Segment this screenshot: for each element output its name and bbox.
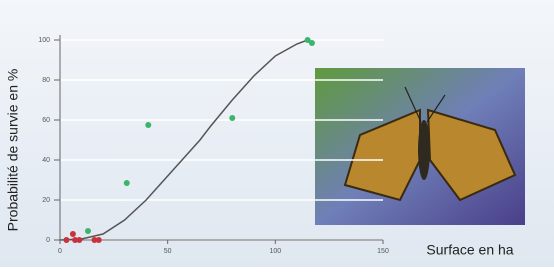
point	[76, 237, 82, 243]
y-tick-label: 100	[38, 37, 50, 44]
point	[145, 122, 151, 128]
point	[124, 180, 130, 186]
x-axis-label: Surface en ha	[426, 242, 513, 258]
chart: Probabilité de survie en % Surface en ha…	[0, 0, 554, 267]
photo	[315, 68, 525, 225]
point	[85, 228, 91, 234]
y-tick-label: 20	[42, 197, 50, 204]
point	[63, 237, 69, 243]
y-tick-label: 80	[42, 77, 50, 84]
page: Probabilité de survie en % Surface en ha…	[0, 0, 554, 272]
x-tick-label: 0	[58, 248, 62, 255]
x-tick-label: 150	[377, 248, 389, 255]
y-tick-label: 40	[42, 157, 50, 164]
y-tick-label: 60	[42, 117, 50, 124]
y-axis-label: Probabilité de survie en %	[5, 69, 21, 232]
point	[229, 115, 235, 121]
x-tick-label: 100	[269, 248, 281, 255]
point	[309, 40, 315, 46]
point	[70, 231, 76, 237]
point	[96, 237, 102, 243]
x-tick-label: 50	[164, 248, 172, 255]
y-tick-label: 0	[46, 237, 50, 244]
